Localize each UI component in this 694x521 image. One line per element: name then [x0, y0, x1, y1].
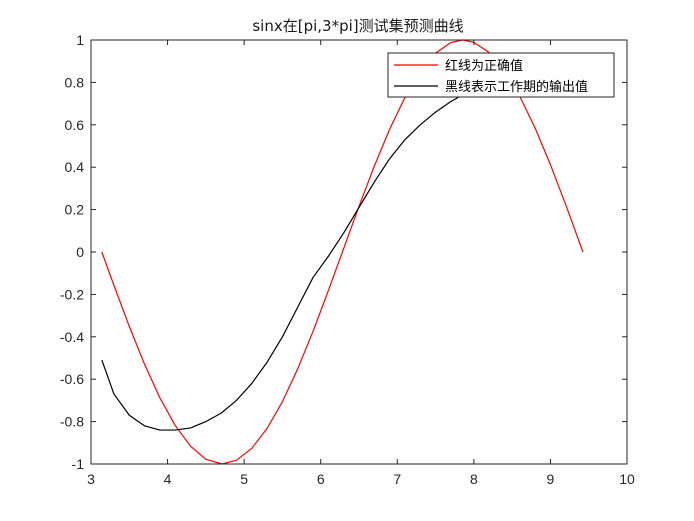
chart-title: sinx在[pi,3*pi]测试集预测曲线 [252, 17, 463, 35]
x-tick-label: 4 [164, 471, 172, 487]
series-line-2 [101, 86, 478, 431]
y-tick-label: 0.4 [65, 159, 85, 175]
y-tick-label: 0.8 [65, 74, 85, 90]
y-tick-label: 0.2 [65, 202, 85, 218]
x-tick-label: 5 [240, 471, 248, 487]
legend-box [387, 52, 615, 98]
y-tick-label: 0.6 [65, 117, 85, 133]
y-tick-label: -0.4 [60, 329, 84, 345]
x-tick-label: 3 [87, 471, 95, 487]
y-tick-label: -0.6 [60, 371, 84, 387]
x-tick-label: 9 [547, 471, 555, 487]
y-tick-label: -1 [72, 456, 85, 472]
y-tick-label: 0 [76, 244, 84, 260]
y-tick-label: -0.2 [60, 286, 84, 302]
x-tick-label: 10 [619, 471, 635, 487]
plot-area [91, 40, 627, 464]
legend-entry: 黑线表示工作期的输出值 [445, 79, 588, 95]
legend-entry: 红线为正确值 [445, 58, 523, 74]
x-tick-label: 7 [393, 471, 401, 487]
x-tick-label: 8 [470, 471, 478, 487]
y-tick-label: 1 [76, 32, 84, 48]
y-tick-label: -0.8 [60, 414, 84, 430]
x-tick-label: 6 [317, 471, 325, 487]
